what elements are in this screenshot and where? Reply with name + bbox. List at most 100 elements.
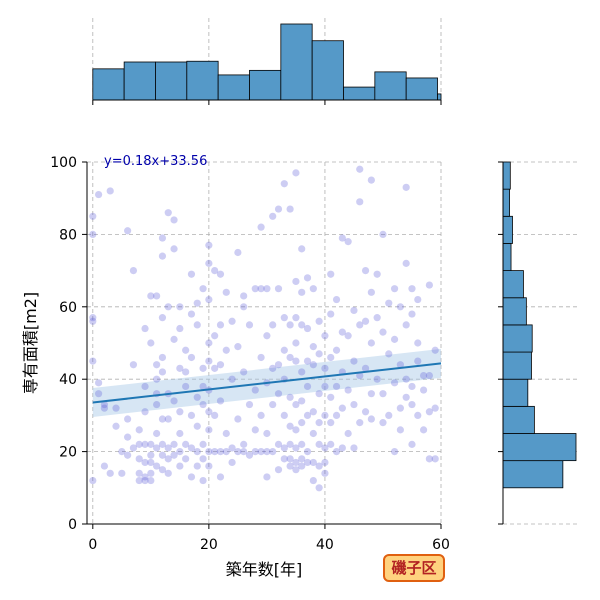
scatter-point: [356, 198, 364, 206]
scatter-point: [274, 205, 283, 213]
scatter-point: [274, 285, 283, 293]
scatter-point: [390, 379, 399, 387]
scatter-point: [141, 473, 149, 481]
scatter-point: [408, 440, 416, 448]
scatter-point: [263, 448, 271, 456]
scatter-point: [182, 346, 190, 354]
y-histogram-bar: [502, 215, 513, 244]
scatter-point: [309, 476, 317, 485]
scatter-point: [164, 469, 172, 477]
scatter-point: [228, 458, 236, 467]
scatter-point: [176, 448, 184, 456]
scatter-point: [414, 411, 422, 419]
scatter-point: [147, 476, 155, 485]
scatter-point: [118, 469, 126, 477]
scatter-point: [390, 285, 399, 293]
scatter-point: [251, 285, 259, 293]
scatter-point: [245, 321, 254, 329]
x-tick-label: 20: [200, 537, 218, 553]
scatter-point: [292, 466, 300, 474]
scatter-point: [280, 455, 288, 463]
scatter-point: [135, 440, 143, 448]
scatter-point: [199, 440, 207, 448]
scatter-point: [280, 180, 288, 188]
scatter-point: [170, 451, 178, 459]
scatter-point: [193, 321, 201, 329]
scatter-point: [240, 440, 248, 448]
scatter-point: [269, 212, 277, 220]
scatter-point: [182, 368, 190, 376]
scatter-point: [158, 252, 167, 260]
scatter-point: [321, 364, 329, 372]
scatter-point: [257, 223, 265, 231]
scatter-point: [153, 462, 161, 470]
scatter-point: [135, 455, 143, 463]
scatter-point: [292, 444, 300, 452]
scatter-point: [205, 408, 213, 416]
scatter-point: [257, 285, 265, 293]
scatter-point: [361, 364, 370, 372]
district-badge-background: [383, 554, 445, 582]
scatter-point: [321, 469, 329, 477]
scatter-point: [367, 176, 375, 184]
x-marginal-histogram: [92, 18, 442, 105]
x-histogram-bar: [405, 77, 438, 101]
scatter-point: [240, 292, 248, 300]
scatter-point: [182, 440, 190, 448]
scatter-point: [141, 408, 149, 416]
scatter-point: [327, 353, 335, 362]
scatter-point: [176, 364, 184, 372]
y-histogram-bar: [502, 405, 535, 434]
scatter-point: [100, 462, 109, 470]
scatter-point: [315, 350, 323, 358]
scatter-point: [164, 209, 172, 217]
scatter-point: [199, 476, 207, 485]
scatter-point: [373, 375, 381, 383]
scatter-point: [298, 368, 306, 376]
scatter-point: [327, 393, 335, 401]
y-histogram-bar: [502, 188, 510, 217]
scatter-point: [187, 444, 196, 452]
scatter-point: [274, 390, 283, 398]
scatter-point: [112, 422, 120, 430]
scatter-point: [292, 426, 300, 434]
scatter-point: [193, 393, 201, 401]
scatter-point: [141, 324, 149, 333]
scatter-point: [158, 368, 167, 376]
scatter-point: [147, 458, 155, 467]
scatter-point: [408, 382, 416, 391]
scatter-point: [176, 324, 184, 333]
scatter-point: [124, 227, 132, 235]
scatter-point: [147, 440, 155, 448]
scatter-point: [193, 422, 201, 430]
scatter-point: [158, 466, 167, 474]
scatter-point: [89, 357, 97, 365]
scatter-point: [187, 270, 196, 278]
scatter-point: [251, 386, 259, 394]
scatter-point: [309, 361, 317, 369]
scatter-point: [257, 448, 265, 456]
scatter-point: [292, 314, 300, 322]
scatter-point: [327, 270, 335, 278]
scatter-point: [124, 451, 132, 459]
scatter-point: [408, 310, 416, 318]
scatter-point: [379, 230, 387, 238]
scatter-point: [286, 353, 294, 362]
scatter-point: [338, 404, 346, 412]
scatter-point: [147, 339, 155, 347]
scatter-point: [95, 379, 103, 387]
scatter-point: [263, 285, 271, 293]
scatter-point: [216, 448, 225, 456]
scatter-point: [373, 270, 381, 278]
scatter-point: [158, 451, 167, 459]
scatter-point: [379, 390, 387, 398]
scatter-point: [153, 429, 161, 438]
scatter-point: [222, 346, 230, 354]
scatter-point: [350, 400, 358, 409]
scatter-point: [425, 281, 433, 289]
scatter-point: [141, 382, 149, 391]
scatter-point: [199, 285, 207, 293]
y-tick-label: 40: [59, 372, 77, 388]
scatter-point: [390, 448, 399, 456]
scatter-point: [367, 415, 375, 423]
